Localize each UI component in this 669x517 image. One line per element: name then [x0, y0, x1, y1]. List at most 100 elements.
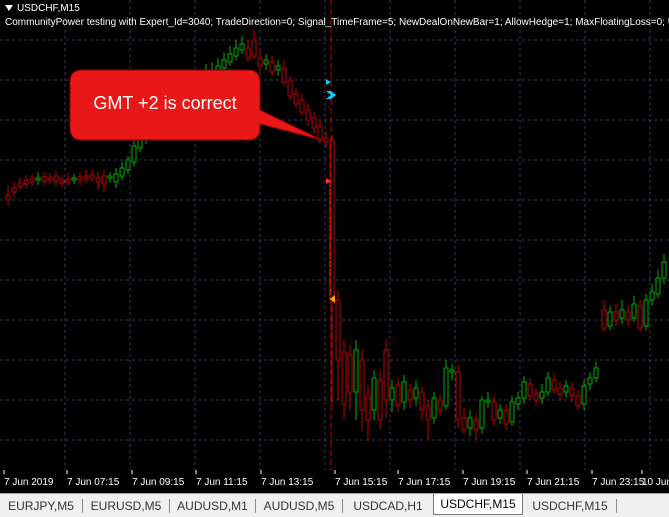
- time-axis-label: 7 Jun 17:15: [398, 477, 451, 488]
- tab-separator: [82, 499, 83, 513]
- candle-body: [17, 182, 23, 187]
- time-axis-label: 7 Jun 2019: [4, 477, 54, 488]
- candle-body: [515, 397, 521, 405]
- candle-body: [425, 405, 431, 421]
- time-axis-label: 7 Jun 15:15: [335, 477, 388, 488]
- tab-separator: [255, 499, 256, 513]
- candle-body: [47, 177, 53, 181]
- tab-audusd-m1[interactable]: AUDUSD,M1: [177, 499, 248, 513]
- candle-body: [661, 261, 667, 279]
- candle-body: [5, 194, 11, 201]
- candle-body: [377, 379, 383, 421]
- candle-body: [131, 145, 137, 163]
- candle-body: [305, 109, 311, 121]
- tab-eurusd-m5[interactable]: EURUSD,M5: [90, 499, 162, 513]
- candle-body: [503, 409, 509, 425]
- tab-separator: [616, 499, 617, 513]
- candle-body: [53, 175, 59, 182]
- candle-body: [341, 351, 347, 405]
- tab-usdcad-h1[interactable]: USDCAD,H1: [353, 499, 423, 513]
- candle-body: [601, 309, 607, 329]
- tab-audusd-m5[interactable]: AUDUSD,M5: [263, 499, 335, 513]
- dropdown-triangle-icon[interactable]: [5, 5, 13, 12]
- candle-body: [563, 385, 569, 393]
- candle-body: [395, 384, 401, 406]
- candle-body: [649, 291, 655, 301]
- candlestick-series: [5, 30, 667, 440]
- time-axis-label: 7 Jun 11:15: [196, 477, 248, 488]
- candle-body: [437, 399, 443, 411]
- price-chart[interactable]: 7 Jun 2019 7 Jun 07:15 7 Jun 09:15 7 Jun 11…: [0, 0, 669, 493]
- candle-body: [287, 79, 293, 97]
- candle-body: [119, 167, 125, 177]
- candle-body: [311, 117, 317, 129]
- candle-body: [11, 187, 17, 193]
- candle-body: [593, 367, 599, 379]
- buy-arrow-icon: [326, 79, 331, 85]
- candle-body: [269, 61, 275, 73]
- candle-body: [551, 379, 557, 391]
- candle-body: [613, 311, 619, 321]
- candle-body: [59, 179, 65, 184]
- candle-body: [245, 47, 251, 59]
- candle-body: [625, 311, 631, 321]
- time-axis-label: 7 Jun 21:15: [527, 477, 580, 488]
- candle-body: [293, 93, 299, 105]
- candle-body: [113, 173, 119, 183]
- candle-body: [365, 394, 371, 421]
- candle-body: [587, 377, 593, 385]
- time-axis-label: 7 Jun 13:15: [261, 477, 314, 488]
- tab-separator: [169, 499, 170, 513]
- time-axis-label: 7 Jun 07:15: [67, 477, 120, 488]
- candle-body: [407, 389, 413, 401]
- candle-body: [95, 177, 101, 183]
- candle-body: [347, 354, 353, 393]
- candle-body: [643, 299, 649, 327]
- candle-body: [29, 178, 35, 183]
- candle-body: [107, 175, 113, 179]
- candle-body: [323, 137, 329, 143]
- candle-body: [23, 179, 29, 185]
- trade-markers: [326, 79, 336, 303]
- candle-body: [655, 277, 661, 295]
- candle-body: [619, 309, 625, 319]
- candle-body: [491, 401, 497, 421]
- time-axis-label: 7 Jun 23:15: [592, 477, 645, 488]
- candle-body: [581, 385, 587, 405]
- time-axis-label: 7 Jun 09:15: [132, 477, 185, 488]
- symbol-label: USDCHF,M15: [17, 3, 80, 14]
- tab-eurjpy-m5[interactable]: EURJPY,M5: [8, 499, 74, 513]
- candle-body: [35, 177, 41, 181]
- chart-window[interactable]: 7 Jun 2019 7 Jun 07:15 7 Jun 09:15 7 Jun 11…: [0, 0, 669, 493]
- chart-title[interactable]: USDCHF,M15: [5, 3, 80, 14]
- stop-marker-icon: [330, 295, 335, 303]
- candle-body: [233, 47, 239, 57]
- candle-body: [461, 417, 467, 431]
- candle-body: [251, 39, 257, 57]
- candle-body: [631, 303, 637, 319]
- candle-body: [101, 175, 107, 185]
- candle-body: [533, 393, 539, 401]
- candle-body: [71, 177, 77, 181]
- sell-arrow-icon: [326, 178, 331, 184]
- candle-body: [65, 178, 71, 183]
- candle-body: [299, 99, 305, 113]
- candle-body: [275, 65, 281, 71]
- candle-body: [221, 59, 227, 69]
- candle-body: [89, 174, 95, 179]
- candle-body: [557, 387, 563, 395]
- candle-body: [239, 43, 245, 51]
- candle-body: [443, 367, 449, 407]
- candle-body: [449, 369, 455, 373]
- callout-bubble: [69, 69, 323, 141]
- candle-body: [521, 381, 527, 399]
- tab-separator: [342, 499, 343, 513]
- tab-usdchf-m15[interactable]: USDCHF,M15: [532, 499, 608, 513]
- candle-body: [353, 349, 359, 393]
- candle-body: [575, 395, 581, 407]
- candle-body: [401, 381, 407, 403]
- candle-body: [419, 391, 425, 411]
- candle-body: [413, 387, 419, 399]
- tab-usdchf-m15-active[interactable]: USDCHF,M15: [433, 494, 523, 515]
- candle-body: [41, 176, 47, 182]
